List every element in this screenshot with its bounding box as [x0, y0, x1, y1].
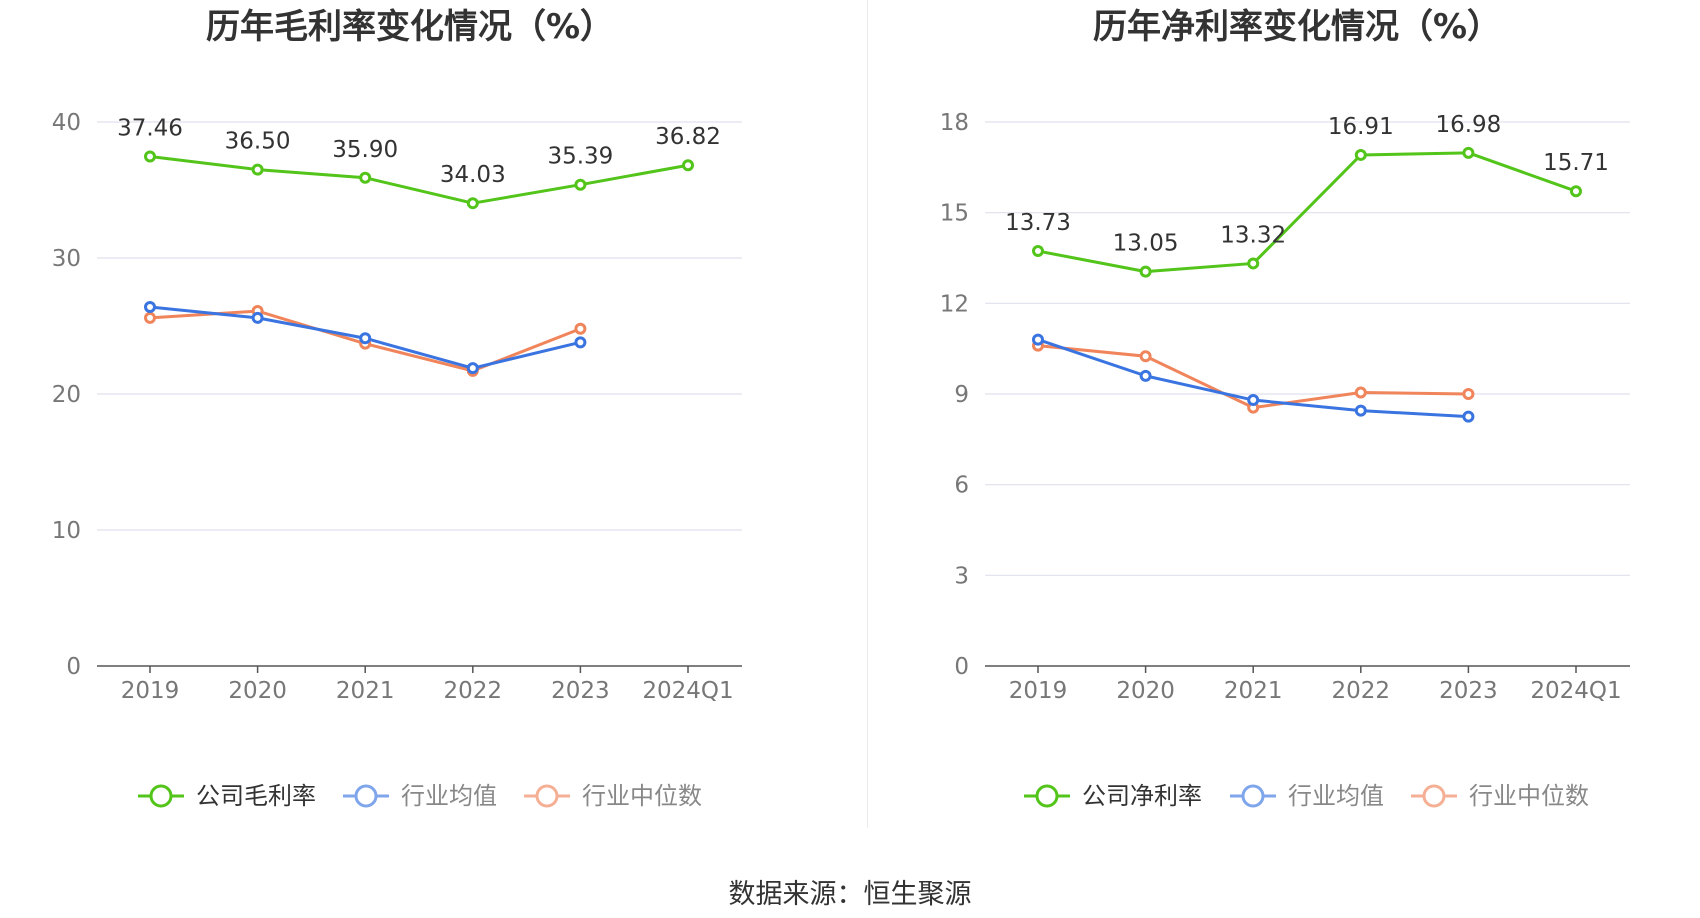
series-line	[1037, 151, 1577, 274]
data-label: 35.39	[547, 144, 613, 170]
x-tick-label: 2023	[1439, 678, 1498, 704]
data-point	[574, 178, 587, 191]
data-label: 16.91	[1328, 114, 1394, 140]
data-label: 16.98	[1435, 112, 1501, 138]
y-tick-label: 20	[52, 382, 81, 408]
chart-title: 历年毛利率变化情况（%）	[206, 7, 614, 47]
legend-marker	[1035, 784, 1059, 808]
data-point	[1354, 404, 1367, 417]
data-point	[1139, 369, 1152, 382]
legend-label: 行业均值	[401, 782, 497, 810]
x-tick-label: 2023	[551, 678, 610, 704]
data-point	[1570, 185, 1582, 198]
y-tick-label: 40	[52, 110, 81, 136]
x-tick-label: 2024Q1	[1530, 678, 1621, 704]
legend-marker	[149, 784, 173, 808]
data-point	[1354, 386, 1367, 399]
x-tick-label: 2020	[228, 678, 287, 704]
legend-item: 行业中位数	[1411, 782, 1589, 810]
x-tick-label: 2020	[1116, 678, 1175, 704]
data-point	[144, 300, 156, 313]
data-point	[251, 163, 264, 176]
data-point	[359, 171, 372, 184]
legend-marker	[354, 784, 378, 808]
legend-label: 公司毛利率	[196, 782, 316, 810]
chart-title: 历年净利率变化情况（%）	[1093, 7, 1501, 47]
series-line	[149, 155, 689, 205]
data-point	[574, 336, 587, 349]
legend-label: 行业均值	[1288, 782, 1384, 810]
y-tick-label: 6	[954, 473, 969, 499]
x-tick-label: 2022	[1332, 678, 1391, 704]
data-point	[144, 150, 156, 163]
y-tick-label: 9	[954, 382, 969, 408]
data-label: 36.50	[225, 129, 291, 155]
x-tick-label: 2024Q1	[642, 678, 733, 704]
data-label: 13.32	[1220, 222, 1286, 248]
data-source-note: 数据来源：恒生聚源	[728, 879, 972, 910]
x-tick-label: 2021	[1224, 678, 1283, 704]
x-tick-label: 2019	[121, 678, 180, 704]
data-label: 13.05	[1113, 231, 1179, 257]
legend-marker	[535, 784, 559, 808]
data-point	[1354, 148, 1367, 161]
data-label: 36.82	[655, 124, 721, 150]
y-tick-label: 10	[52, 518, 81, 544]
y-tick-label: 18	[940, 110, 969, 136]
chart-panel-1: 历年毛利率变化情况（%） 0 10 20 30 40 2019 2020 2021 2022 202…	[52, 7, 742, 810]
legend-label: 行业中位数	[582, 782, 702, 810]
legend-marker	[1241, 784, 1265, 808]
data-point	[251, 311, 264, 324]
data-point	[1247, 257, 1260, 270]
data-point	[144, 311, 156, 324]
legend-item: 行业均值	[1230, 782, 1384, 810]
data-point	[1032, 333, 1044, 346]
data-label: 35.90	[332, 137, 398, 163]
data-point	[1462, 146, 1475, 159]
y-tick-label: 0	[66, 654, 81, 680]
legend-label: 公司净利率	[1082, 782, 1202, 810]
legend-item: 公司净利率	[1024, 782, 1202, 810]
data-point	[466, 197, 479, 210]
data-label: 37.46	[117, 116, 183, 142]
legend-marker	[1422, 784, 1446, 808]
data-point	[1462, 410, 1475, 423]
legend-item: 行业中位数	[524, 782, 702, 810]
x-tick-label: 2019	[1009, 678, 1068, 704]
y-tick-label: 30	[52, 246, 81, 272]
panel-divider	[867, 0, 868, 828]
data-point	[359, 332, 372, 345]
data-label: 34.03	[440, 162, 506, 188]
y-tick-label: 3	[954, 563, 969, 589]
x-tick-label: 2021	[336, 678, 395, 704]
data-point	[1462, 388, 1475, 400]
data-point	[574, 322, 587, 335]
y-tick-label: 12	[940, 291, 969, 317]
data-point	[1032, 245, 1044, 258]
legend-label: 行业中位数	[1469, 782, 1589, 810]
data-label: 13.73	[1005, 210, 1071, 236]
data-label: 15.71	[1543, 150, 1609, 176]
x-tick-label: 2022	[444, 678, 503, 704]
data-point	[1139, 350, 1152, 363]
data-point	[466, 362, 479, 375]
data-point	[1247, 394, 1260, 407]
legend-item: 公司毛利率	[138, 782, 316, 810]
chart-panel-2: 历年净利率变化情况（%） 0 3 6 9 12 15 18 2019 2020 2021 2022 20…	[940, 7, 1630, 810]
data-point	[1139, 265, 1152, 278]
y-tick-label: 15	[940, 201, 969, 227]
legend-item: 行业均值	[343, 782, 497, 810]
data-point	[682, 159, 694, 172]
y-tick-label: 0	[954, 654, 969, 680]
